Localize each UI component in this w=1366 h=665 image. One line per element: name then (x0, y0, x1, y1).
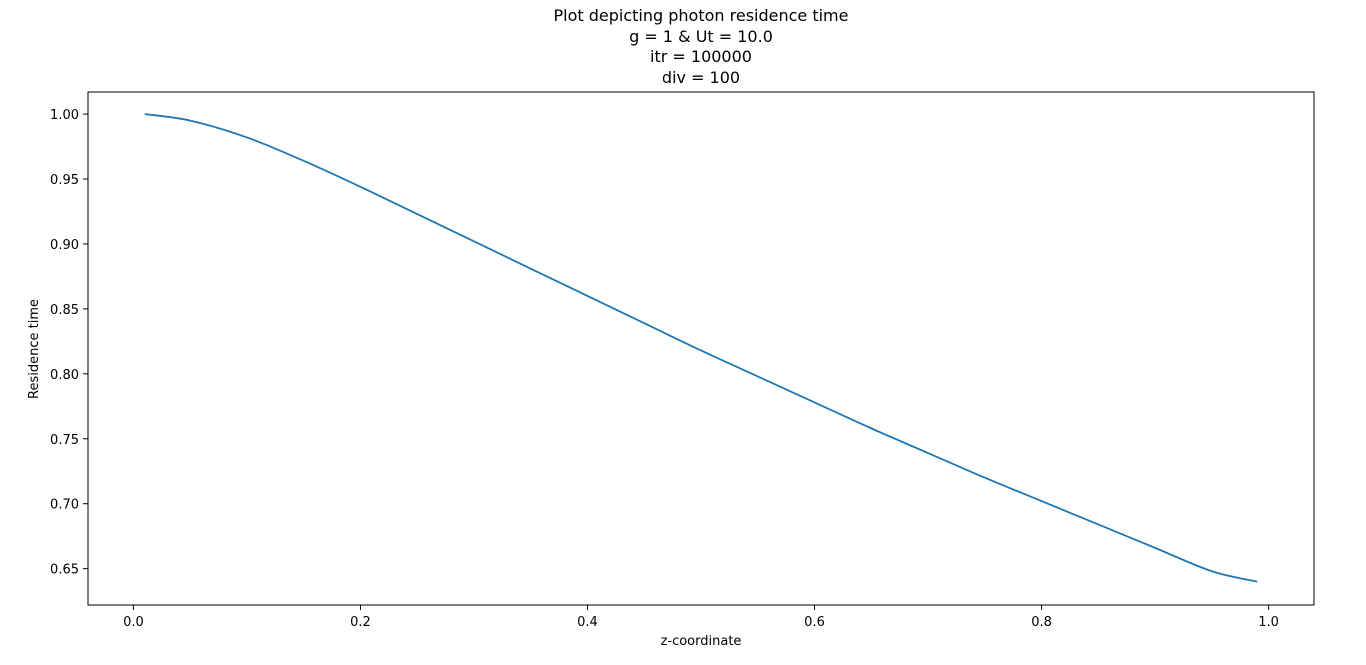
series-group (144, 113, 1258, 583)
x-axis-ticks: 0.0 0.2 0.4 0.6 0.8 1.0 (123, 605, 1279, 630)
title-line-1: Plot depicting photon residence time (554, 6, 849, 25)
chart-title: Plot depicting photon residence time g =… (554, 6, 849, 87)
x-tick-label: 0.2 (350, 615, 371, 630)
y-tick-label: 1.00 (50, 108, 79, 123)
y-tick-label: 0.85 (50, 303, 79, 318)
y-tick-label: 0.80 (50, 368, 79, 383)
x-tick-label: 1.0 (1258, 615, 1279, 630)
title-line-3: itr = 100000 (650, 47, 752, 66)
x-tick-label: 0.8 (1031, 615, 1052, 630)
series-line (144, 113, 1258, 583)
y-axis-ticks: 0.65 0.70 0.75 0.80 0.85 0.90 0.95 1.00 (50, 108, 88, 578)
y-axis-label: Residence time (27, 299, 42, 399)
title-line-2: g = 1 & Ut = 10.0 (629, 27, 773, 46)
y-tick-label: 0.65 (50, 563, 79, 578)
x-axis-label: z-coordinate (661, 634, 742, 649)
x-tick-label: 0.4 (577, 615, 598, 630)
y-tick-label: 0.90 (50, 238, 79, 253)
title-line-4: div = 100 (662, 68, 740, 87)
y-tick-label: 0.70 (50, 498, 79, 513)
plot-area-frame (87, 91, 1315, 606)
x-tick-label: 0.6 (804, 615, 825, 630)
x-tick-label: 0.0 (123, 615, 144, 630)
y-tick-label: 0.95 (50, 173, 79, 188)
y-tick-label: 0.75 (50, 433, 79, 448)
